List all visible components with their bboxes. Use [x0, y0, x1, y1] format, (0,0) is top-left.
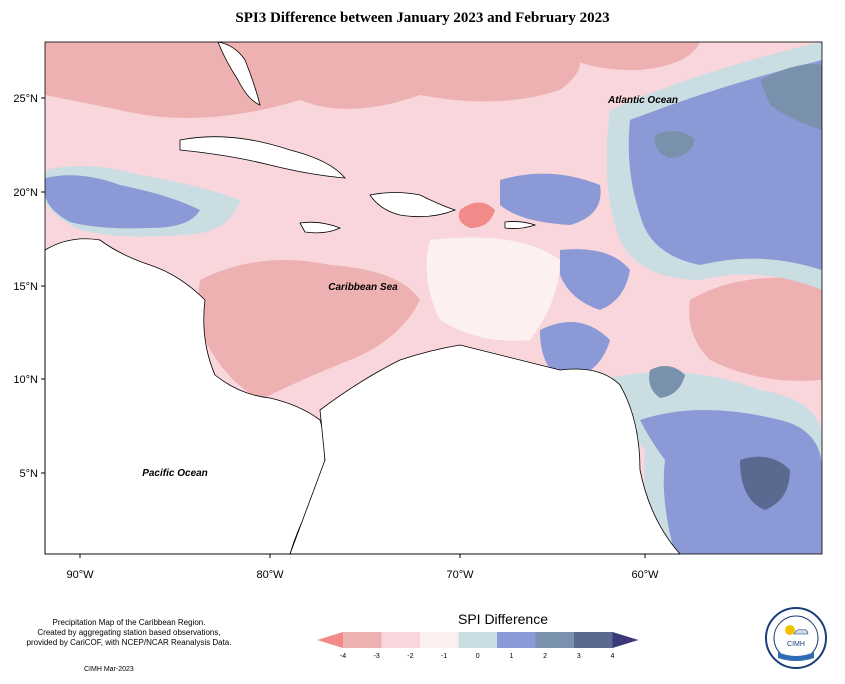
legend-tick-label: 4	[611, 653, 615, 660]
legend-tick-label: -3	[374, 653, 380, 660]
y-tick-label: 15°N	[13, 281, 38, 293]
x-tick-label: 90°W	[66, 569, 94, 581]
atlantic-ocean-label: Atlantic Ocean	[607, 95, 678, 106]
legend-swatch	[535, 632, 575, 648]
cloud-icon	[793, 629, 809, 635]
footer-credit: CIMH Mar-2023	[84, 666, 134, 673]
legend-swatch	[497, 632, 536, 648]
footer-line: Created by aggregating station based obs…	[37, 628, 221, 637]
x-axis: 90°W 80°W 70°W 60°W	[66, 554, 659, 581]
logo-text: CIMH	[787, 641, 805, 648]
legend-tick-label: -2	[407, 653, 413, 660]
y-tick-label: 10°N	[13, 374, 38, 386]
y-axis: 25°N 20°N 15°N 10°N 5°N	[13, 93, 45, 480]
legend-colorbar: -4 -3 -2 -1 0 1 2 3 4	[317, 632, 639, 660]
pacific-ocean-label: Pacific Ocean	[142, 468, 208, 479]
map-title: SPI3 Difference between January 2023 and…	[235, 10, 610, 26]
legend-tick-label: -4	[340, 653, 346, 660]
legend-tick-label: -1	[441, 653, 447, 660]
legend-swatch	[381, 632, 421, 648]
legend-swatch	[317, 632, 343, 648]
legend-swatch	[612, 632, 639, 648]
legend-title: SPI Difference	[457, 611, 548, 627]
legend-swatch	[420, 632, 459, 648]
y-tick-label: 5°N	[20, 468, 39, 480]
x-tick-label: 60°W	[631, 569, 659, 581]
legend-tick-label: 0	[476, 653, 480, 660]
y-tick-label: 25°N	[13, 93, 38, 105]
caribbean-sea-label: Caribbean Sea	[328, 282, 398, 293]
footer-line: Precipitation Map of the Caribbean Regio…	[52, 618, 206, 627]
legend-tick-label: 2	[543, 653, 547, 660]
map-frame	[44, 41, 823, 555]
x-tick-label: 80°W	[256, 569, 284, 581]
sun-icon	[785, 625, 795, 635]
wave-icon	[778, 652, 814, 661]
footer-line: provided by CariCOF, with NCEP/NCAR Rean…	[26, 638, 232, 647]
land-outlines	[44, 41, 681, 555]
legend-tick-label: 3	[577, 653, 581, 660]
y-tick-label: 20°N	[13, 187, 38, 199]
legend-tick-label: 1	[509, 653, 513, 660]
legend-swatch	[574, 632, 613, 648]
legend-swatch	[343, 632, 382, 648]
cimh-logo: CIMH	[765, 607, 827, 669]
x-tick-label: 70°W	[446, 569, 474, 581]
legend-swatch	[458, 632, 498, 648]
footer-description: Precipitation Map of the Caribbean Regio…	[14, 618, 244, 648]
